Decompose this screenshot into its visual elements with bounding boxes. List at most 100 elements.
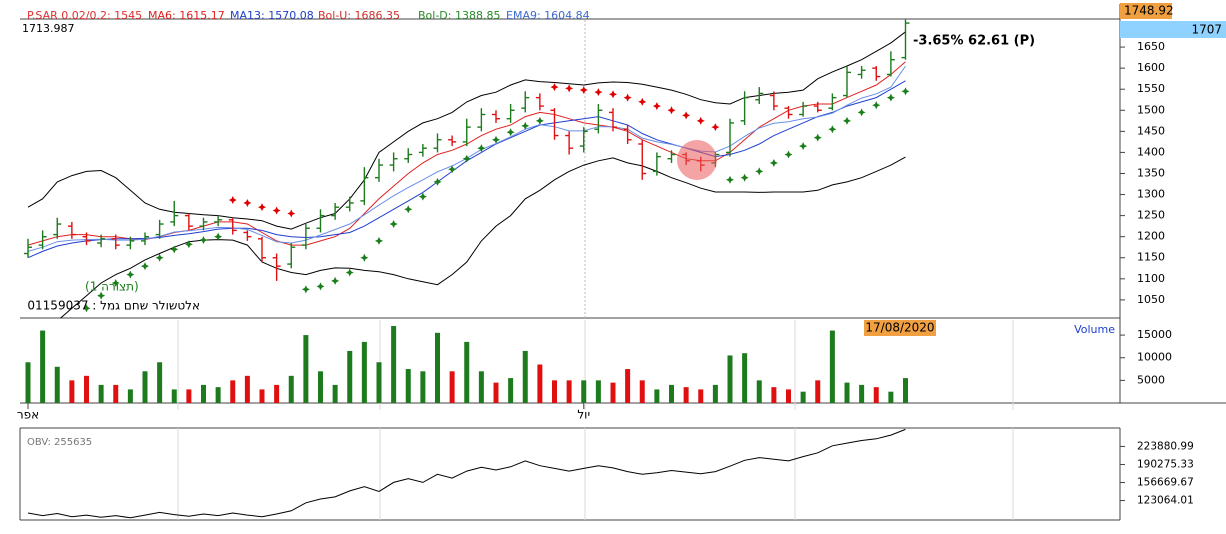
volume-bar xyxy=(464,341,470,403)
volume-plot xyxy=(25,326,908,403)
cursor-value: 1713.987 xyxy=(22,22,75,35)
volume-bar xyxy=(639,380,645,403)
volume-bar xyxy=(332,384,338,403)
style-label: (תצורה 1) xyxy=(85,280,139,294)
sar-dot xyxy=(97,291,106,300)
y-tick-label: 5000 xyxy=(1137,373,1165,386)
sar-dot xyxy=(696,116,705,125)
y-tick-label: 1500 xyxy=(1137,103,1165,116)
volume-bar xyxy=(478,371,484,403)
volume-bar xyxy=(493,382,499,403)
volume-bar xyxy=(201,384,206,403)
volume-bar xyxy=(815,380,821,403)
sar-dot xyxy=(184,240,193,249)
last-price: 1707 xyxy=(1191,23,1222,37)
sar-dot xyxy=(433,177,442,186)
y-tick-label: 10000 xyxy=(1137,351,1172,364)
sar-dot xyxy=(316,282,325,291)
sar-dot xyxy=(141,262,149,271)
volume-bar xyxy=(654,389,660,403)
y-tick-label: 1150 xyxy=(1137,251,1165,264)
volume-bar xyxy=(435,332,440,403)
x-tick-label: יול xyxy=(577,408,590,422)
max-price: 1748.92 xyxy=(1124,4,1174,18)
y-tick-label: 223880.99 xyxy=(1137,440,1194,452)
volume-bar xyxy=(903,378,908,403)
sar-dot xyxy=(521,121,530,130)
sar-dot xyxy=(667,106,676,115)
volume-bar xyxy=(376,362,382,403)
sar-dot xyxy=(272,206,281,215)
axes: 1050 1100 1150 1200 1250 1300 1350 1400 1450 1500… xyxy=(17,19,1194,507)
y-tick-label: 1250 xyxy=(1137,209,1165,222)
sar-dot xyxy=(535,116,544,125)
sar-dot xyxy=(565,84,574,93)
volume-bar xyxy=(25,362,31,403)
volume-bar xyxy=(829,330,835,403)
volume-bar xyxy=(157,362,163,403)
legend-entry: MA13: 1570.08 xyxy=(230,9,314,22)
sar-dot xyxy=(769,158,778,167)
volume-bar xyxy=(215,387,221,403)
instrument-label: אלטשולר שחם גמל : 01159037 xyxy=(27,299,200,313)
volume-bar xyxy=(727,355,733,403)
sar-dot xyxy=(682,111,691,120)
volume-bar xyxy=(361,341,367,403)
sar-dot xyxy=(228,196,237,205)
volume-bar xyxy=(420,371,426,403)
volume-bar xyxy=(391,326,397,403)
volume-bar xyxy=(756,380,762,403)
sar-dot xyxy=(579,86,588,95)
y-tick-label: 1100 xyxy=(1137,272,1165,285)
sar-dot xyxy=(784,150,793,159)
sar-dot xyxy=(755,167,764,176)
volume-bar xyxy=(347,350,353,403)
volume-bar xyxy=(888,391,894,403)
y-tick-label: 1550 xyxy=(1137,82,1165,95)
volume-bar xyxy=(712,384,718,403)
sar-dot xyxy=(404,205,413,214)
volume-bar xyxy=(449,371,455,403)
sar-dot xyxy=(418,192,427,201)
volume-bar xyxy=(859,384,865,403)
volume-bar xyxy=(669,384,674,403)
sar-dot xyxy=(462,154,471,163)
obv-plot xyxy=(27,428,906,519)
sar-dot xyxy=(126,270,135,279)
y-tick-label: 1450 xyxy=(1137,124,1165,137)
obv-line xyxy=(27,428,906,519)
highlight xyxy=(677,140,717,180)
sar-dot xyxy=(711,123,720,132)
volume-bar xyxy=(537,364,543,403)
volume-bar xyxy=(595,380,601,403)
sar-dot xyxy=(155,253,164,262)
sar-dot xyxy=(477,144,486,153)
max-price-box xyxy=(1120,3,1172,19)
price-plot xyxy=(24,19,910,318)
sar-dot xyxy=(375,236,383,245)
volume-bar xyxy=(405,369,411,403)
y-tick-label: 1650 xyxy=(1137,40,1165,53)
sar-dot xyxy=(813,133,822,142)
sar-dot xyxy=(492,135,500,144)
sar-dot xyxy=(82,304,91,313)
sar-dot xyxy=(872,101,881,110)
volume-bar xyxy=(113,384,119,403)
volume-bar xyxy=(566,380,572,403)
y-tick-label: 1050 xyxy=(1137,293,1165,306)
volume-bar xyxy=(171,389,177,403)
sar-dot xyxy=(857,108,866,117)
volume-bar xyxy=(69,380,75,403)
y-tick-label: 1350 xyxy=(1137,166,1165,179)
volume-bar xyxy=(698,389,704,403)
y-tick-label: 1200 xyxy=(1137,230,1165,243)
sar-dot xyxy=(389,220,398,229)
sar-dot xyxy=(652,102,661,111)
sar-dot xyxy=(243,198,252,207)
sar-dot xyxy=(886,93,895,102)
y-tick-label: 15000 xyxy=(1137,328,1172,341)
sar-dot xyxy=(726,175,734,184)
sar-dot xyxy=(550,83,559,92)
sar-dot xyxy=(506,128,515,137)
